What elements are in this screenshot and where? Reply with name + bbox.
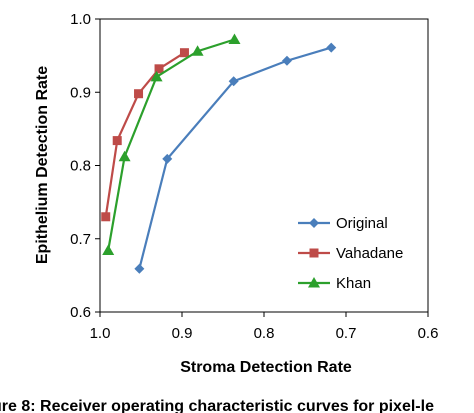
data-point-khan [228, 33, 241, 45]
data-point-original [281, 55, 292, 66]
legend-marker [309, 218, 319, 228]
legend-label: Vahadane [336, 245, 403, 262]
series-layer [101, 33, 337, 274]
legend-label: Khan [336, 275, 371, 292]
figure-caption: ure 8: Receiver operating characteristic… [0, 398, 434, 413]
plot-frame [99, 18, 429, 313]
data-point-vahadane [134, 89, 144, 99]
y-tick-label: 0.8 [70, 158, 91, 175]
series-vahadane [101, 48, 189, 222]
data-point-vahadane [154, 64, 164, 74]
legend-item-khan: Khan [298, 275, 371, 292]
data-point-khan [191, 45, 204, 56]
data-point-original [162, 153, 173, 164]
data-point-vahadane [179, 48, 189, 58]
x-axis: 1.0 0.9 0.8 0.7 0.6 [90, 312, 439, 342]
legend-marker [308, 277, 320, 288]
data-point-vahadane [112, 136, 122, 146]
x-tick-label: 0.9 [172, 325, 193, 342]
x-tick-label: 1.0 [90, 325, 111, 342]
series-original [134, 42, 337, 274]
series-line-khan [107, 38, 235, 251]
legend-marker [309, 248, 319, 258]
legend-item-original: Original [298, 215, 388, 232]
y-tick-label: 0.7 [70, 231, 91, 248]
data-point-khan [150, 70, 163, 82]
y-tick-label: 0.9 [70, 84, 91, 101]
x-axis-label: Stroma Detection Rate [180, 359, 352, 376]
data-point-original [228, 76, 239, 87]
data-point-original [134, 263, 145, 274]
data-point-khan [118, 150, 131, 162]
legend-item-vahadane: Vahadane [298, 245, 403, 262]
y-tick-label: 0.6 [70, 304, 91, 321]
legend-label: Original [336, 215, 388, 232]
x-tick-label: 0.7 [336, 325, 357, 342]
x-tick-label: 0.6 [418, 325, 439, 342]
series-khan [102, 33, 241, 255]
data-point-khan [102, 244, 115, 255]
y-axis-label: Epithelium Detection Rate [34, 66, 51, 264]
legend: Original Vahadane Khan [298, 215, 403, 292]
y-tick-label: 1.0 [70, 11, 91, 28]
x-tick-label: 0.8 [254, 325, 275, 342]
y-axis: 0.6 0.7 0.8 0.9 1.0 [70, 11, 100, 321]
data-point-vahadane [101, 212, 111, 222]
data-point-original [326, 42, 337, 53]
